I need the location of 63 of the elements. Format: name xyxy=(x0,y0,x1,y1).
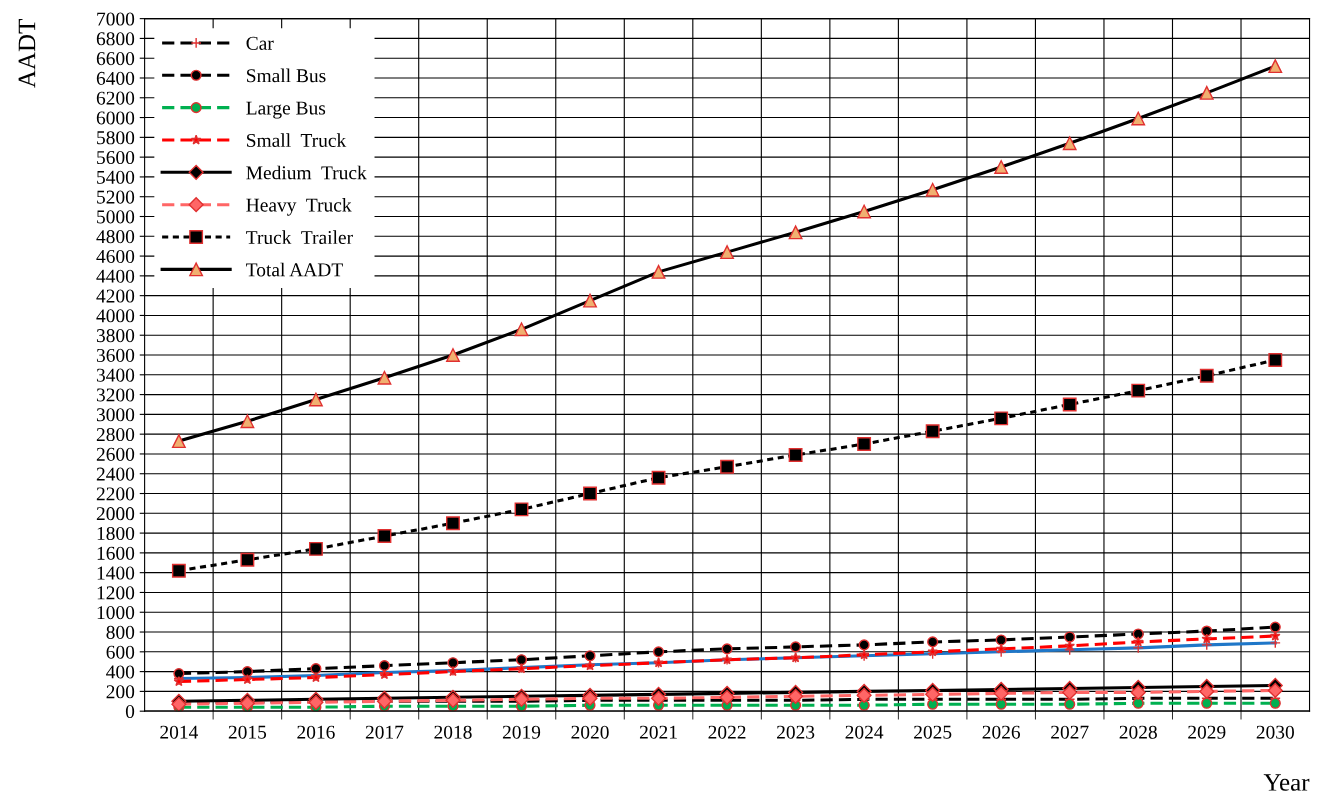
legend-label: Small Truck xyxy=(247,133,347,147)
y-tick-label: 600 xyxy=(106,645,135,659)
y-tick-label: 6400 xyxy=(96,71,135,85)
x-tick-label: 2026 xyxy=(982,725,1021,739)
y-tick-label: 1000 xyxy=(97,606,135,620)
legend-label: Truck Trailer xyxy=(246,230,353,245)
x-tick-label: 2030 xyxy=(1256,725,1294,739)
x-tick-label: 2015 xyxy=(228,725,267,739)
y-tick-label: 4600 xyxy=(96,249,135,264)
y-tick-label: 5400 xyxy=(97,170,135,184)
y-tick-label: 1400 xyxy=(97,566,135,580)
y-tick-label: 1800 xyxy=(97,526,135,541)
y-tick-label: 3200 xyxy=(96,388,135,402)
y-tick-label: 5600 xyxy=(97,150,135,165)
y-tick-label: 800 xyxy=(106,625,135,639)
x-tick-label: 2023 xyxy=(777,725,815,739)
x-tick-label: 2021 xyxy=(639,725,677,739)
y-tick-label: 2400 xyxy=(96,467,135,481)
y-tick-label: 5200 xyxy=(97,190,135,204)
x-tick-label: 2017 xyxy=(365,725,404,739)
x-tick-label: 2020 xyxy=(571,725,609,739)
y-tick-label: 4400 xyxy=(96,269,135,283)
y-tick-label: 1600 xyxy=(97,546,135,560)
x-tick-label: 2014 xyxy=(160,725,199,739)
legend-label: Car xyxy=(246,36,274,50)
x-tick-label: 2028 xyxy=(1119,725,1157,739)
y-tick-label: 3800 xyxy=(96,329,135,343)
y-axis-title: AADT xyxy=(18,19,36,88)
y-tick-label: 2800 xyxy=(96,427,135,442)
x-tick-label: 2024 xyxy=(845,725,884,739)
y-tick-label: 400 xyxy=(106,665,135,679)
x-axis-title: Year xyxy=(1263,774,1310,791)
y-tick-label: 7000 xyxy=(97,12,135,26)
y-tick-label: 4200 xyxy=(96,289,135,303)
x-tick-label: 2019 xyxy=(502,725,541,739)
y-tick-label: 5000 xyxy=(97,210,135,224)
x-tick-label: 2027 xyxy=(1051,725,1089,739)
x-tick-label: 2025 xyxy=(914,725,952,739)
y-tick-label: 200 xyxy=(106,685,135,699)
y-tick-label: 3000 xyxy=(96,408,135,422)
x-tick-label: 2018 xyxy=(434,725,472,739)
y-tick-label: 6200 xyxy=(96,91,135,105)
legend-label: Total AADT xyxy=(246,262,343,277)
x-tick-label: 2029 xyxy=(1188,725,1226,739)
legend-label: Medium Truck xyxy=(246,165,367,180)
y-tick-label: 3600 xyxy=(96,348,135,362)
y-tick-label: 6000 xyxy=(96,111,135,125)
y-tick-label: 4000 xyxy=(96,309,135,323)
y-tick-label: 6800 xyxy=(96,32,135,46)
legend-label: Large Bus xyxy=(246,101,326,119)
y-tick-label: 2000 xyxy=(96,507,135,521)
legend-label: Small Bus xyxy=(247,68,326,83)
y-tick-label: 6600 xyxy=(96,52,135,66)
y-tick-label: 2200 xyxy=(96,487,135,501)
y-tick-label: 0 xyxy=(125,705,135,719)
y-tick-label: 1200 xyxy=(97,586,135,600)
legend-label: Heavy Truck xyxy=(246,197,352,216)
y-tick-label: 2600 xyxy=(96,447,135,461)
x-tick-label: 2022 xyxy=(708,725,746,739)
y-tick-label: 5800 xyxy=(97,131,135,145)
x-tick-label: 2016 xyxy=(297,725,335,739)
y-tick-label: 3400 xyxy=(96,368,135,382)
y-tick-label: 4800 xyxy=(96,230,135,244)
